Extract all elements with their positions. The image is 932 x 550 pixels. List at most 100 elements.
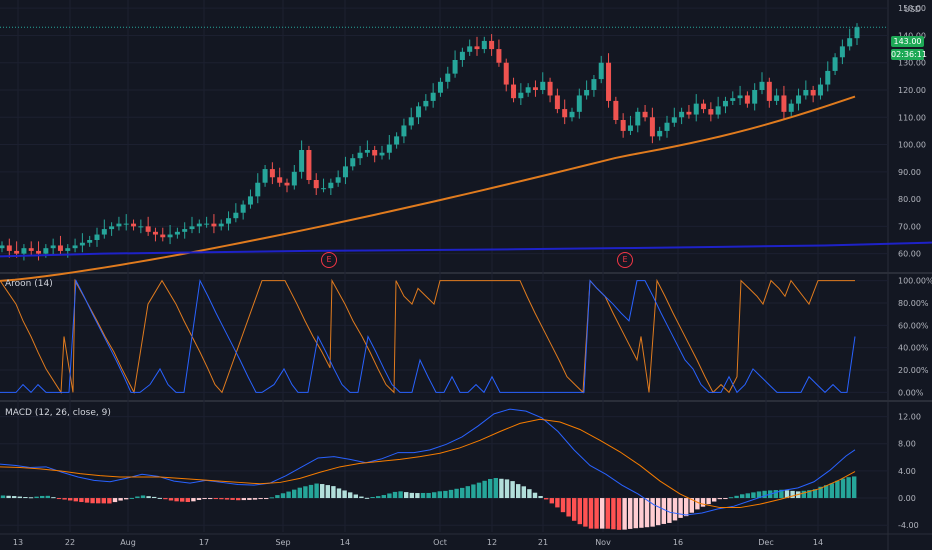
candle-body: [416, 106, 422, 118]
macd-histogram-bar: [359, 496, 364, 499]
macd-histogram-bar: [51, 497, 56, 499]
macd-histogram-bar: [684, 498, 689, 517]
candle-body: [759, 81, 765, 90]
macd-histogram-bar: [84, 498, 90, 503]
macd-histogram-bar: [538, 496, 543, 499]
macd-histogram-bar: [549, 498, 554, 504]
macd-histogram-bar: [521, 486, 526, 499]
macd-histogram-bar: [40, 495, 45, 499]
macd-histogram-bar: [208, 498, 213, 500]
candle-body: [562, 109, 568, 118]
candle-body: [649, 117, 655, 137]
macd-histogram-bar: [661, 498, 666, 524]
macd-histogram-bar: [415, 493, 420, 499]
macd-histogram-bar: [762, 490, 767, 499]
x-tick-label: 22: [65, 538, 75, 547]
macd-histogram-bar: [482, 480, 487, 499]
candle-body: [598, 62, 604, 80]
y-tick-label: 100.00%: [898, 277, 932, 286]
macd-histogram-bar: [146, 496, 151, 499]
macd-histogram-bar: [292, 489, 297, 499]
macd-histogram-bar: [728, 497, 734, 499]
macd-histogram-bar: [370, 496, 375, 499]
candle-body: [145, 226, 151, 232]
candle-body: [430, 92, 436, 101]
candle-body: [299, 150, 305, 172]
macd-histogram-bar: [135, 496, 140, 499]
macd-histogram-bar: [756, 491, 762, 499]
x-tick-label: 16: [673, 538, 683, 547]
macd-histogram-bar: [348, 492, 353, 499]
candle-body: [277, 177, 283, 183]
candle-body: [364, 150, 370, 153]
candle-body: [401, 125, 407, 137]
macd-histogram-bar: [376, 496, 381, 499]
macd-histogram-bar: [325, 485, 330, 499]
macd-histogram-bar: [12, 496, 17, 499]
macd-histogram-bar: [264, 498, 269, 500]
candle-body: [613, 100, 619, 120]
macd-histogram-bar: [588, 498, 594, 529]
macd-histogram-bar: [488, 478, 493, 499]
candle-body: [547, 81, 553, 96]
candle-body: [445, 73, 451, 82]
y-tick-label: 100.00: [898, 141, 926, 150]
candle-body: [817, 84, 823, 96]
x-tick-label: 12: [487, 538, 497, 547]
x-tick-label: Sep: [275, 538, 290, 547]
macd-histogram-bar: [544, 498, 549, 500]
earnings-marker-sep[interactable]: E: [321, 252, 337, 268]
candle-body: [174, 231, 180, 235]
macd-histogram-bar: [443, 490, 448, 499]
candle-body: [489, 40, 495, 50]
x-tick-label: 14: [813, 538, 823, 547]
macd-histogram-bar: [740, 494, 745, 499]
macd-histogram-bar: [28, 497, 34, 499]
candle-body: [350, 158, 356, 167]
countdown-badge: 02:36:11: [891, 49, 927, 60]
macd-title[interactable]: MACD (12, 26, close, 9): [5, 408, 111, 418]
macd-histogram-bar: [62, 498, 67, 500]
macd-histogram-bar: [23, 497, 28, 499]
y-tick-label: 140.00: [898, 31, 926, 40]
macd-histogram-bar: [353, 494, 358, 499]
candle-body: [423, 100, 429, 107]
macd-histogram-bar: [840, 478, 846, 499]
candle-body: [606, 62, 612, 101]
candle-body: [532, 87, 538, 90]
macd-histogram-bar: [572, 498, 577, 521]
macd-histogram-bar: [566, 498, 571, 517]
macd-histogram-bar: [202, 498, 207, 500]
last-price-badge: 143.00: [891, 36, 924, 47]
candle-body: [357, 152, 363, 159]
candle-body: [503, 62, 509, 85]
macd-histogram-bar: [745, 493, 750, 499]
macd-histogram-bar: [258, 498, 263, 500]
macd-histogram-bar: [471, 484, 476, 499]
candle-body: [452, 60, 458, 74]
macd-histogram-bar: [432, 492, 437, 499]
macd-histogram-bar: [583, 498, 588, 527]
macd-histogram-bar: [196, 498, 202, 500]
macd-histogram-bar: [314, 483, 319, 499]
candle-body: [839, 46, 845, 58]
macd-histogram-bar: [180, 498, 185, 502]
aroon-title[interactable]: Aroon (14): [5, 279, 53, 289]
macd-histogram-bar: [185, 498, 190, 502]
candle-body: [0, 245, 5, 249]
macd-histogram-bar: [241, 498, 246, 501]
candle-body: [467, 46, 473, 52]
candle-body: [335, 177, 341, 183]
macd-histogram-bar: [34, 496, 39, 499]
candle-body: [679, 111, 685, 118]
macd-histogram-bar: [465, 486, 470, 499]
macd-line: [0, 408, 856, 516]
candle-body: [810, 90, 816, 96]
candle-body: [255, 182, 261, 197]
candle-body: [576, 95, 582, 112]
earnings-marker-nov[interactable]: E: [617, 252, 633, 268]
candle-body: [803, 90, 809, 96]
candle-body: [554, 95, 560, 110]
macd-histogram-bar: [532, 492, 538, 499]
